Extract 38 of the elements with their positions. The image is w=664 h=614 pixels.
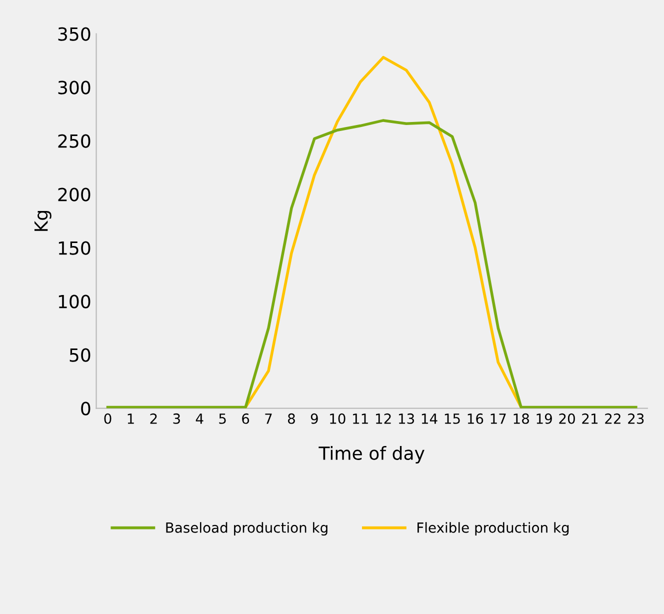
x-tick-label: 16 — [468, 413, 484, 424]
x-tick-label: 1 — [128, 414, 134, 424]
x-tick-label: 15 — [444, 414, 460, 424]
x-tick-label: 17 — [490, 414, 506, 424]
x-tick-label: 5 — [219, 414, 226, 424]
y-tick-label: 50 — [70, 348, 90, 362]
x-tick-label: 0 — [104, 413, 112, 424]
x-tick-label: 12 — [376, 413, 391, 424]
y-tick-label: 300 — [58, 80, 90, 94]
x-tick-label: 13 — [398, 413, 414, 424]
line-series — [106, 119, 638, 408]
x-tick-label: 20 — [559, 413, 575, 424]
x-tick-label: 19 — [536, 413, 552, 424]
x-axis-title: Time of day — [318, 446, 424, 464]
y-tick-label: 100 — [58, 294, 90, 308]
x-tick-label: 11 — [353, 414, 368, 424]
x-tick-label: 21 — [582, 413, 598, 424]
y-axis-title: Kg — [34, 211, 52, 231]
line-series — [244, 56, 522, 408]
x-tick-label: 23 — [628, 413, 644, 424]
x-tick-label: 6 — [242, 413, 250, 424]
x-tick-label: 4 — [196, 414, 204, 424]
x-tick-label: 3 — [173, 413, 180, 424]
y-tick-label: 150 — [58, 241, 90, 255]
y-tick-label: 0 — [81, 402, 90, 416]
x-tick-label: 7 — [265, 414, 272, 424]
x-tick-label: 10 — [330, 413, 346, 424]
y-tick-label: 350 — [58, 27, 90, 41]
y-tick-label: 250 — [58, 134, 90, 148]
x-tick-label: 14 — [422, 414, 438, 424]
x-tick-label: 2 — [150, 413, 157, 424]
y-tick-label: 200 — [58, 188, 90, 202]
x-tick-label: 18 — [514, 413, 529, 424]
x-tick-label: 9 — [310, 413, 318, 424]
legend-label: Baseload production kg — [166, 522, 328, 536]
legend-label: Flexible production kg — [418, 522, 569, 536]
x-tick-label: 8 — [288, 413, 295, 424]
x-tick-label: 22 — [605, 413, 620, 424]
